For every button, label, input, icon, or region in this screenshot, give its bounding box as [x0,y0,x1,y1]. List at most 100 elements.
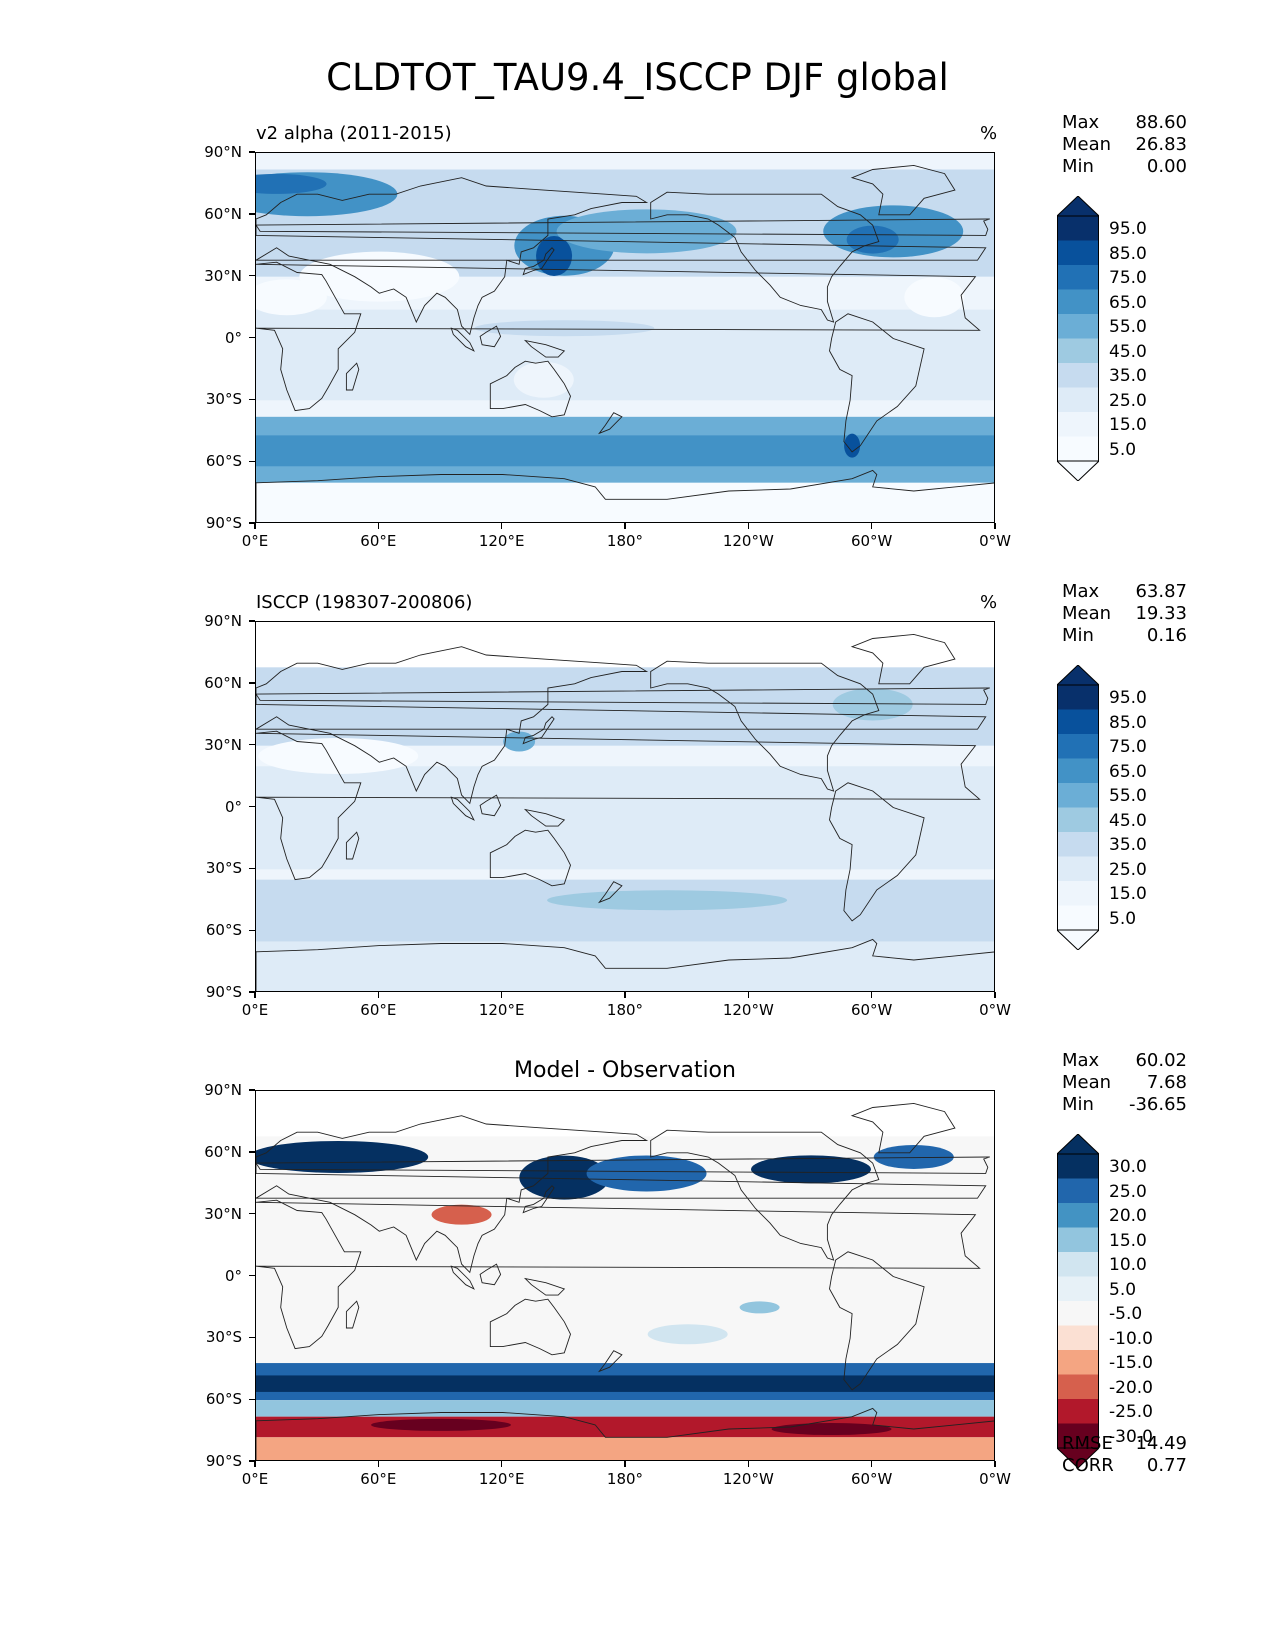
lat-tick-label: 30°N [204,1204,242,1223]
lon-tick [871,1461,873,1467]
colorbar-label: 25.0 [1109,390,1147,411]
lat-tick-label: 0° [224,797,242,816]
lon-tick [747,992,750,998]
lat-tick [249,151,255,153]
colorbar-segment [1057,685,1099,710]
stat-value: -36.65 [1128,1094,1187,1115]
stat-value: 14.49 [1135,1433,1187,1454]
lat-tick-label: 30°N [204,735,242,754]
field-blob-n-america [751,1155,871,1184]
lat-tick-label: 0° [224,1266,242,1285]
panel-stats: Max 60.02 Mean 7.68 Min -36.65 [1062,1050,1187,1116]
map-ref [255,621,995,992]
field-blob-sahara-clear [299,251,460,302]
stat-label: CORR [1062,1455,1114,1476]
colorbar-segment [1057,709,1099,735]
colorbar-segment [1057,1178,1099,1204]
field-missing-arctic [256,622,994,668]
map-field [256,153,994,522]
lat-tick [249,991,255,993]
coastlines [256,633,994,991]
colorbar-segment [1057,905,1099,931]
lon-tick [501,523,503,529]
stat-label: Mean [1062,1072,1112,1093]
colorbar-label: -20.0 [1109,1377,1153,1398]
colorbar-segment [1057,832,1099,857]
lon-tick [871,992,873,998]
field-blob-andes [844,433,861,458]
field-blob-australia [513,361,574,398]
lon-tick-label: 180° [606,1470,644,1488]
colorbar-label: 25.0 [1109,859,1147,880]
stat-row-max: Max 88.60 [1062,112,1187,134]
lon-tick-label: 120°E [478,1001,525,1019]
lat-tick [249,398,255,401]
stat-value: 60.02 [1135,1050,1187,1071]
lat-tick [249,1089,255,1091]
stat-row-max: Max 63.87 [1062,581,1187,603]
colorbar-segment [1057,338,1099,364]
lon-tick-label: 60°E [360,1001,397,1019]
colorbar-segment [1057,881,1099,906]
colorbar-outline [1057,1153,1099,1449]
colorbar-segment [1057,1276,1099,1302]
field-antarctica [256,1437,994,1460]
colorbar-extend-top [1055,1133,1101,1155]
colorbar-segment [1057,1252,1099,1277]
colorbar-segment [1057,1423,1099,1449]
lat-tick [249,1460,255,1462]
colorbar-extend-top [1055,664,1101,686]
lon-tick [624,1461,626,1467]
colorbar-label: 85.0 [1109,712,1147,733]
field-blob-atl-clear [904,277,965,318]
colorbar-segment [1057,289,1099,315]
colorbar-label: 75.0 [1109,268,1147,289]
lon-tick-label: 60°W [850,532,893,550]
lon-tick-label: 0°E [241,532,269,550]
lat-tick-label: 60°S [205,921,242,940]
lat-tick [249,1274,255,1277]
figure-title: CLDTOT_TAU9.4_ISCCP DJF global [326,56,949,99]
lon-tick [501,992,503,998]
colorbar-label: -15.0 [1109,1353,1153,1374]
field-blob-n-atlantic [832,688,913,721]
stat-row-min: Min 0.00 [1062,156,1187,178]
lat-tick-label: 90°N [204,143,242,161]
lat-tick [249,1213,255,1215]
stat-row-corr: CORR 0.77 [1062,1455,1187,1477]
panel-stats: Max 63.87 Mean 19.33 Min 0.16 [1062,581,1187,647]
colorbar-label: 5.0 [1109,908,1137,929]
colorbar-segment [1057,387,1099,413]
lon-tick-label: 120°W [722,1001,774,1019]
colorbar-label: -5.0 [1109,1304,1143,1325]
panel-stats: Max 88.60 Mean 26.83 Min 0.00 [1062,112,1187,178]
field-blob-arctic [256,173,327,194]
colorbar-label: 20.0 [1109,1206,1147,1227]
stat-row-mean: Mean 19.33 [1062,603,1187,625]
map-diff [255,1090,995,1461]
stat-row-max: Max 60.02 [1062,1050,1187,1072]
lon-tick [254,523,256,529]
colorbar-svg [1055,664,1101,951]
colorbar [1055,664,1101,951]
field-blob-s-pacific [647,1324,728,1345]
stat-value: 0.16 [1146,625,1187,646]
lon-tick-label: 0°W [979,1470,1011,1488]
lat-tick-label: 60°N [204,673,242,692]
colorbar-label: 10.0 [1109,1255,1147,1276]
colorbar-label: 75.0 [1109,737,1147,758]
colorbar [1055,1133,1101,1469]
colorbar-label: -10.0 [1109,1328,1153,1349]
colorbar-segment [1057,783,1099,808]
colorbar-label: 5.0 [1109,439,1137,460]
coastlines [256,1102,994,1460]
colorbar-segment [1057,807,1099,833]
lat-tick-label: 90°N [204,612,242,630]
lat-tick-label: 30°S [205,859,242,878]
field-missing-arctic [256,1091,994,1137]
field-blob-n-pacific [556,209,737,254]
colorbar-label: 15.0 [1109,1230,1147,1251]
lat-tick-label: 30°S [205,1328,242,1347]
stat-row-min: Min -36.65 [1062,1094,1187,1116]
colorbar-label: 95.0 [1109,219,1147,240]
